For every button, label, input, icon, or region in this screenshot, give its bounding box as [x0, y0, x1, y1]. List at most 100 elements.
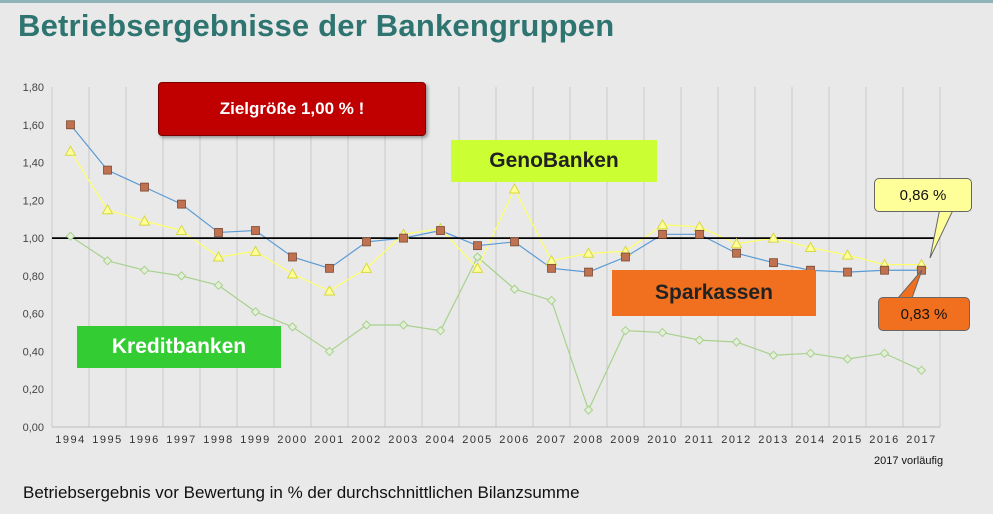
- kreditbanken-point: [842, 354, 853, 364]
- x-tick-label: 2009: [610, 434, 640, 446]
- x-tick-label: 1996: [129, 434, 159, 446]
- kreditbanken-point: [324, 346, 335, 357]
- sparkassen-point: [140, 182, 149, 192]
- genobanken-point: [841, 249, 854, 260]
- kreditbanken-point: [768, 350, 779, 360]
- x-tick-label: 2016: [869, 434, 899, 446]
- genobanken-point: [804, 241, 817, 253]
- sparkassen-point: [917, 265, 926, 275]
- x-tick-label: 2002: [351, 434, 381, 446]
- kreditbanken-point: [620, 325, 631, 336]
- x-tick-label: 2012: [721, 434, 751, 446]
- series-line-kreditbanken: [70, 235, 922, 412]
- sparkassen-point: [547, 263, 556, 273]
- x-tick-label: 2008: [573, 434, 603, 446]
- page-title: Betriebsergebnisse der Bankengruppen: [18, 8, 615, 43]
- x-tick-label: 2017: [906, 434, 936, 446]
- genobanken-point: [64, 145, 77, 156]
- sparkassen-point: [103, 165, 112, 175]
- kreditbanken-point: [583, 405, 594, 415]
- sparkassen-point: [473, 241, 482, 251]
- sparkassen-point: [251, 226, 260, 235]
- kreditbanken-point: [435, 325, 446, 336]
- x-tick-label: 2000: [277, 434, 307, 446]
- kreditbanken-point: [102, 256, 113, 266]
- sparkassen-point: [584, 267, 593, 277]
- x-tick-label: 2006: [499, 434, 529, 446]
- series-line-sparkassen: [70, 124, 922, 273]
- genobanken-point: [767, 232, 780, 243]
- genobanken-point: [508, 182, 521, 194]
- sparkassen-point: [177, 199, 186, 209]
- genobanken-label: GenoBanken: [451, 140, 657, 182]
- x-tick-label: 2007: [536, 434, 566, 446]
- x-tick-label: 2003: [388, 434, 418, 446]
- series-lines: [69, 124, 922, 412]
- y-tick-label: 1,40: [23, 158, 44, 170]
- sparkassen-point: [288, 252, 297, 262]
- sparkassen-point: [325, 263, 334, 273]
- genobanken-point: [212, 250, 225, 262]
- kreditbanken-point: [805, 348, 816, 359]
- kreditbanken-point: [916, 365, 927, 376]
- genobanken-point: [323, 284, 336, 296]
- sparkassen-point: [362, 237, 371, 247]
- x-tick-label: 2015: [832, 434, 862, 446]
- x-tick-label: 2014: [795, 434, 825, 446]
- genobanken-point: [471, 262, 484, 273]
- genobanken-value-callout: 0,86 %: [874, 178, 972, 212]
- x-tick-label: 2013: [758, 434, 788, 446]
- x-tick-label: 1995: [92, 434, 122, 446]
- kreditbanken-point: [694, 335, 705, 345]
- y-tick-label: 1,20: [23, 195, 44, 207]
- kreditbanken-point: [176, 271, 187, 281]
- sparkassen-point: [66, 120, 75, 130]
- sparkassen-point: [843, 267, 852, 277]
- y-tick-label: 0,40: [23, 346, 44, 358]
- kreditbanken-point: [472, 252, 483, 262]
- y-tick-label: 0,60: [23, 309, 44, 321]
- footnote: 2017 vorläufig: [874, 455, 944, 467]
- sparkassen-point: [880, 265, 889, 275]
- x-tick-label: 1998: [203, 434, 233, 446]
- x-tick-label: 2010: [647, 434, 677, 446]
- y-axis: 0,00 0,20 0,40 0,60 0,80 1,00 1,20 1,40 1,60 1,80: [23, 82, 44, 434]
- sparkassen-point: [695, 229, 704, 239]
- kreditbanken-point: [657, 327, 668, 338]
- kreditbanken-point: [361, 320, 372, 330]
- y-tick-label: 0,20: [23, 384, 44, 396]
- sparkassen-point: [436, 226, 445, 235]
- kreditbanken-point: [139, 265, 150, 275]
- sparkassen-point: [510, 237, 519, 247]
- x-tick-label: 1999: [240, 434, 270, 446]
- top-border: [0, 0, 993, 3]
- genobanken-point: [138, 215, 151, 226]
- x-tick-label: 1994: [55, 434, 85, 446]
- kreditbanken-point: [731, 337, 742, 347]
- x-tick-label: 2005: [462, 434, 492, 446]
- sparkassen-label: Sparkassen: [612, 270, 816, 316]
- sparkassen-value-callout: 0,83 %: [878, 297, 970, 331]
- x-tick-label: 1997: [166, 434, 196, 446]
- sparkassen-point: [214, 228, 223, 237]
- genobanken-point: [101, 203, 114, 215]
- kreditbanken-point: [287, 322, 298, 332]
- kreditbanken-point: [509, 284, 520, 294]
- y-tick-label: 0,80: [23, 271, 44, 283]
- genobanken-point: [582, 247, 595, 258]
- kreditbanken-point: [65, 231, 76, 241]
- kreditbanken-label: Kreditbanken: [77, 326, 281, 368]
- genobanken-point: [656, 218, 669, 230]
- genobanken-point: [360, 262, 373, 273]
- sparkassen-point: [769, 258, 778, 268]
- sparkassen-point: [732, 248, 741, 258]
- sparkassen-point: [658, 229, 667, 239]
- genobanken-point: [175, 224, 188, 236]
- genobanken-point: [730, 237, 743, 249]
- grid-lines: [51, 87, 941, 428]
- y-tick-label: 1,80: [23, 82, 44, 94]
- x-tick-label: 2001: [314, 434, 344, 446]
- target-callout: Zielgröße 1,00 % !: [158, 82, 426, 136]
- kreditbanken-point: [250, 307, 261, 317]
